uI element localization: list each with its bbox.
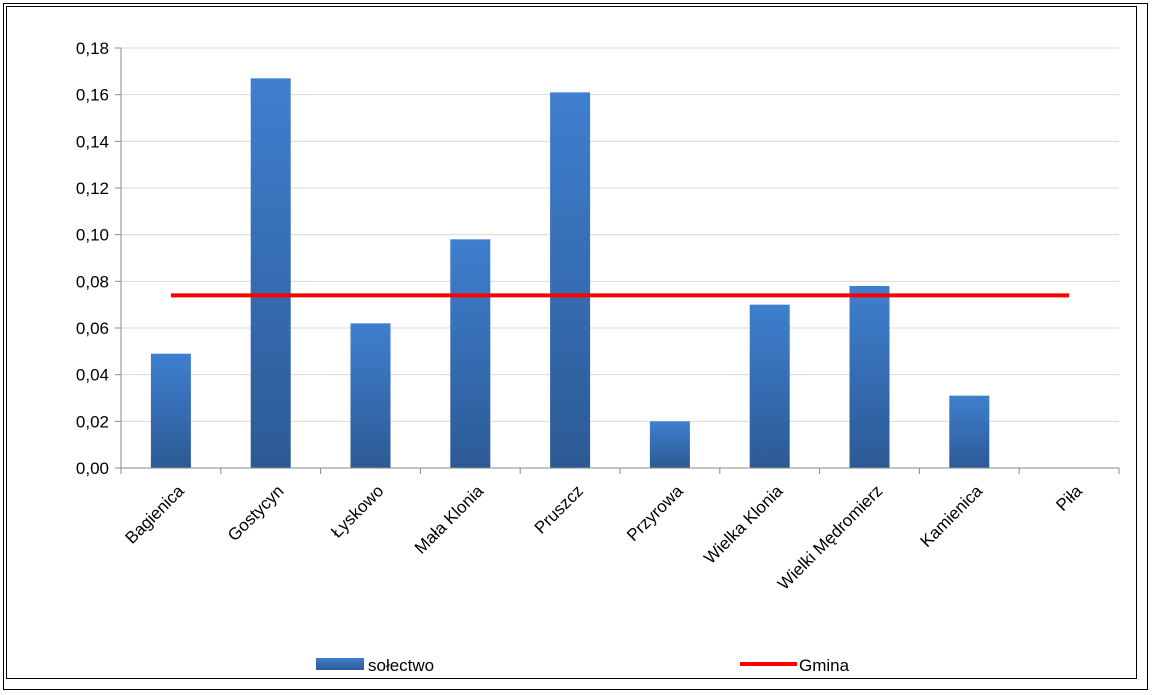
inner-frame [6, 6, 1137, 679]
bar [350, 323, 391, 468]
x-category-label: Łyskowo [327, 481, 387, 541]
legend-label-line: Gmina [799, 656, 850, 675]
bar [250, 78, 291, 468]
legend: sołectwo Gmina [316, 656, 850, 675]
x-category-label: Bagienica [121, 481, 188, 548]
x-category-label: Wielki Mędromierz [774, 481, 886, 593]
x-category-label: Kamienica [917, 481, 987, 551]
y-tick-label: 0,10 [76, 226, 109, 245]
y-tick-label: 0,16 [76, 86, 109, 105]
bar [849, 286, 890, 468]
axes [120, 48, 1120, 474]
x-category-label: Mała Klonia [411, 481, 488, 558]
bar [749, 304, 790, 468]
bar-series [150, 78, 990, 468]
x-category-label: Przyrowa [623, 481, 687, 545]
legend-swatch-bar [316, 658, 364, 670]
y-axis-ticks: 0,00 0,02 0,04 0,06 0,08 0,10 0,12 0,14 0,16 0,18 [76, 39, 121, 478]
outer-frame [3, 3, 1148, 690]
bar [450, 239, 491, 468]
x-category-label: Pruszcz [531, 481, 587, 537]
y-tick-label: 0,00 [76, 459, 109, 478]
x-axis-labels: Bagienica Gostycyn Łyskowo Mała Klonia Prusz… [121, 481, 1086, 594]
y-tick-label: 0,06 [76, 319, 109, 338]
y-tick-label: 0,02 [76, 412, 109, 431]
legend-label-bar: sołectwo [368, 656, 434, 675]
bar [150, 353, 191, 468]
bar [949, 395, 990, 468]
x-category-label: Wielka Klonia [700, 481, 787, 568]
bar [550, 92, 591, 468]
x-category-label: Piła [1052, 481, 1086, 515]
y-tick-label: 0,12 [76, 179, 109, 198]
y-tick-label: 0,14 [76, 132, 109, 151]
x-category-label: Gostycyn [224, 481, 288, 545]
y-tick-label: 0,04 [76, 366, 109, 385]
bar [649, 421, 690, 468]
y-tick-label: 0,08 [76, 272, 109, 291]
y-tick-label: 0,18 [76, 39, 109, 58]
